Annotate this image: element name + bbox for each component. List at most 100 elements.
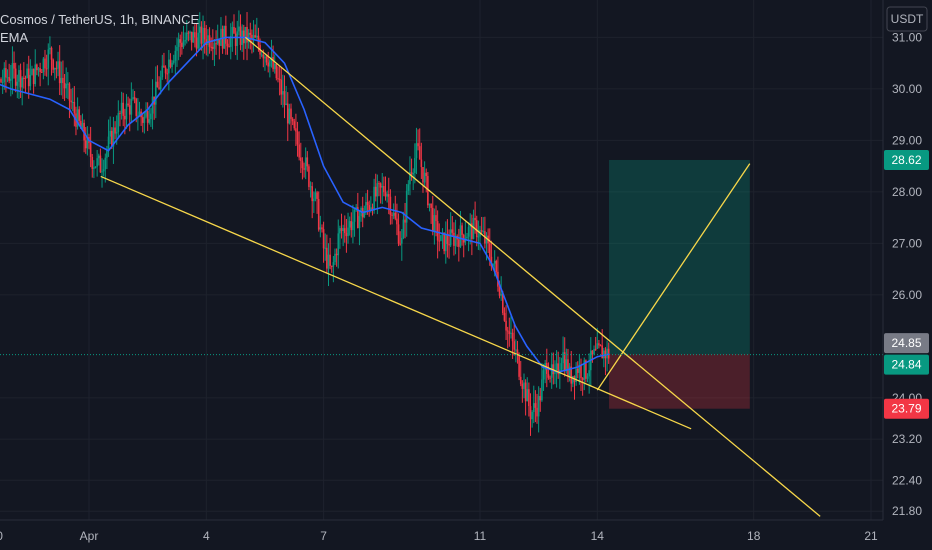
- candle-body: [519, 376, 522, 384]
- candle-body: [272, 56, 274, 70]
- candle-body: [120, 102, 123, 114]
- candle-body: [407, 184, 410, 191]
- candle-body: [234, 33, 237, 46]
- candle-body: [176, 46, 178, 51]
- price-tag: [884, 398, 929, 419]
- candle-body: [459, 225, 462, 247]
- candle-body: [172, 60, 175, 63]
- candle-body: [63, 82, 66, 89]
- candle-body: [269, 60, 271, 67]
- candle-body: [226, 43, 229, 47]
- candle-body: [511, 332, 514, 342]
- candle-body: [598, 343, 600, 346]
- candle-body: [415, 143, 418, 159]
- candle-body: [158, 87, 160, 90]
- candle-body: [588, 370, 590, 377]
- candle-body: [181, 42, 183, 47]
- candle-body: [557, 363, 559, 375]
- indicator-label[interactable]: EMA: [0, 30, 29, 45]
- candle-body: [366, 202, 369, 206]
- trendline-drawings[interactable]: [100, 36, 821, 517]
- candle-body: [213, 43, 216, 49]
- price-tick-label: 22.40: [892, 473, 922, 487]
- candle-body: [490, 256, 493, 267]
- candle-body: [179, 39, 182, 43]
- candle-body: [534, 403, 537, 408]
- candle-body: [601, 345, 603, 359]
- ema-series-line: [0, 36, 610, 374]
- candle-body: [18, 70, 20, 82]
- candle-body: [368, 205, 371, 211]
- candle-body: [324, 247, 327, 249]
- candle-body: [89, 143, 92, 157]
- candle-body: [286, 103, 289, 124]
- candle-body: [198, 26, 201, 33]
- candle-body: [5, 68, 7, 78]
- candle-body: [606, 348, 608, 359]
- currency-button[interactable]: USDT: [886, 6, 928, 32]
- candle-body: [26, 68, 28, 79]
- candle-body: [164, 67, 167, 74]
- candle-body: [53, 68, 56, 70]
- candle-body: [327, 254, 330, 269]
- candle-body: [389, 196, 392, 215]
- candle-body: [122, 102, 125, 116]
- candle-body: [409, 172, 411, 185]
- candle-body: [141, 117, 144, 123]
- candle-body: [185, 32, 188, 40]
- price-scale[interactable]: [883, 0, 932, 520]
- candle-body: [154, 81, 157, 105]
- candle-body: [111, 130, 113, 147]
- candle-body: [210, 46, 212, 48]
- candle-body: [329, 254, 331, 266]
- candle-body: [55, 68, 58, 70]
- candle-body: [523, 382, 525, 389]
- candle-body: [576, 368, 579, 373]
- candle-body: [264, 56, 266, 59]
- candle-body: [19, 70, 22, 88]
- candle-body: [357, 207, 359, 229]
- candle-body: [239, 26, 242, 45]
- price-tag: [884, 354, 929, 375]
- candle-body: [326, 247, 328, 269]
- candle-body: [229, 35, 232, 47]
- candle-body: [291, 118, 294, 122]
- candle-body: [265, 56, 268, 63]
- candle-body: [404, 219, 406, 223]
- candle-body: [254, 35, 256, 38]
- candle-body: [189, 31, 191, 34]
- symbol-title[interactable]: Cosmos / TetherUS, 1h, BINANCE: [0, 12, 200, 27]
- candle-body: [119, 113, 121, 115]
- trendline: [100, 175, 692, 430]
- candle-body: [78, 109, 81, 121]
- candle-body: [567, 359, 569, 377]
- time-tick-label: 11: [474, 529, 487, 543]
- time-scale[interactable]: [0, 520, 932, 550]
- candle-body: [394, 212, 397, 219]
- price-tick-label: 27.00: [892, 236, 922, 250]
- candle-body: [96, 158, 98, 167]
- candle-body: [335, 253, 338, 256]
- price-tag-label: 28.62: [891, 153, 921, 167]
- candle-body: [84, 140, 87, 149]
- candle-body: [431, 207, 434, 232]
- long-position-tool[interactable]: [609, 159, 750, 409]
- candle-body: [32, 68, 35, 85]
- candle-body: [343, 228, 346, 234]
- candle-body: [373, 186, 375, 211]
- candle-body: [244, 26, 247, 44]
- candle-body: [163, 65, 165, 68]
- candle-body: [572, 376, 574, 384]
- candle-body: [138, 111, 141, 116]
- candle-body: [353, 209, 356, 222]
- candle-body: [495, 260, 498, 272]
- candle-body: [277, 78, 279, 80]
- candle-body: [542, 370, 545, 380]
- candle-body: [466, 236, 468, 239]
- candle-body: [262, 54, 265, 59]
- candle-body: [195, 37, 198, 49]
- candle-body: [397, 224, 400, 244]
- candle-body: [260, 54, 263, 56]
- candle-body: [220, 28, 222, 46]
